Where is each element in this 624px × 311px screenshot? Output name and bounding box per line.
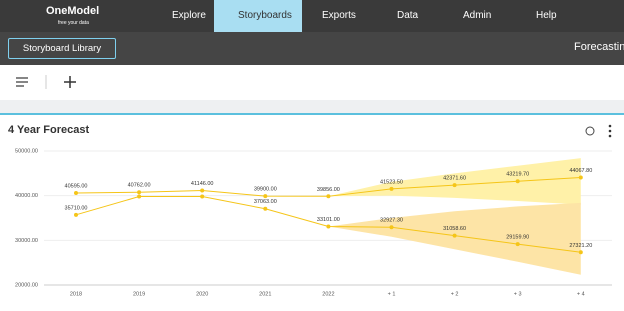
- data-label: 29159.90: [506, 235, 529, 241]
- data-point: [578, 175, 583, 180]
- data-label: 32927.30: [380, 218, 403, 224]
- library-button[interactable]: Storyboard Library: [8, 38, 116, 59]
- logo-tagline: free your data: [58, 20, 89, 26]
- y-tick-label: 40000.00: [15, 193, 38, 199]
- divider-strip: [0, 100, 624, 115]
- data-point: [515, 179, 520, 184]
- x-tick-label: + 3: [514, 291, 522, 297]
- nav-item[interactable]: Data: [397, 10, 419, 21]
- data-label: 41523.50: [380, 179, 403, 185]
- sub-bar: Storyboard Library Forecastin: [0, 32, 624, 65]
- data-point: [326, 194, 331, 199]
- data-label: 40762.00: [128, 183, 151, 189]
- x-tick-label: 2021: [259, 291, 271, 297]
- data-point: [263, 206, 268, 211]
- data-point: [452, 183, 457, 188]
- y-tick-label: 50000.00: [15, 148, 38, 154]
- data-label: 40595.00: [65, 183, 88, 189]
- data-point: [326, 224, 331, 229]
- x-tick-label: 2018: [70, 291, 82, 297]
- data-point: [200, 188, 205, 193]
- nav-item-active[interactable]: Storyboards: [214, 0, 302, 32]
- storyboard-title: Forecastin: [574, 41, 624, 53]
- menu-icon[interactable]: [608, 124, 612, 138]
- add-icon[interactable]: [64, 76, 76, 88]
- card-title: 4 Year Forecast: [8, 124, 90, 136]
- data-point: [452, 233, 457, 238]
- toolbar: [16, 75, 76, 89]
- data-label: 44067.80: [569, 168, 592, 174]
- data-point: [74, 191, 78, 196]
- data-label: 39900.00: [254, 187, 277, 193]
- data-label: 37063.00: [254, 199, 277, 205]
- logo[interactable]: OneModel: [46, 5, 100, 17]
- data-label: 42371.60: [443, 176, 466, 182]
- insight-icon[interactable]: [585, 126, 595, 136]
- data-point: [389, 225, 394, 230]
- data-point: [578, 250, 583, 255]
- data-label: 39856.00: [317, 187, 340, 193]
- data-label: 31058.60: [443, 226, 466, 232]
- data-label: 33101.00: [317, 217, 340, 223]
- x-tick-label: 2020: [196, 291, 208, 297]
- data-label: 35710.00: [65, 205, 88, 211]
- data-point: [263, 194, 268, 199]
- x-tick-label: + 2: [451, 291, 459, 297]
- nav-item[interactable]: Help: [536, 10, 557, 21]
- data-label: 43219.70: [506, 172, 529, 178]
- x-tick-label: 2022: [322, 291, 334, 297]
- data-point: [74, 212, 78, 217]
- data-point: [515, 242, 520, 247]
- nav-item[interactable]: Exports: [322, 10, 356, 21]
- filter-icon[interactable]: [16, 77, 28, 87]
- y-tick-label: 20000.00: [15, 282, 38, 288]
- confidence-band: [328, 158, 581, 205]
- data-label: 41146.00: [191, 181, 214, 187]
- nav-item[interactable]: Explore: [172, 10, 206, 21]
- y-tick-label: 30000.00: [15, 238, 38, 244]
- data-point: [137, 194, 142, 199]
- data-point: [200, 194, 205, 199]
- data-label: 27321.20: [569, 243, 592, 249]
- x-tick-label: + 1: [388, 291, 396, 297]
- nav-item[interactable]: Admin: [463, 10, 492, 21]
- data-point: [137, 190, 142, 195]
- top-nav: OneModel free your data Explore Storyboa…: [0, 0, 624, 32]
- data-point: [389, 186, 394, 191]
- confidence-band: [328, 202, 581, 275]
- x-tick-label: + 4: [577, 291, 585, 297]
- x-tick-label: 2019: [133, 291, 145, 297]
